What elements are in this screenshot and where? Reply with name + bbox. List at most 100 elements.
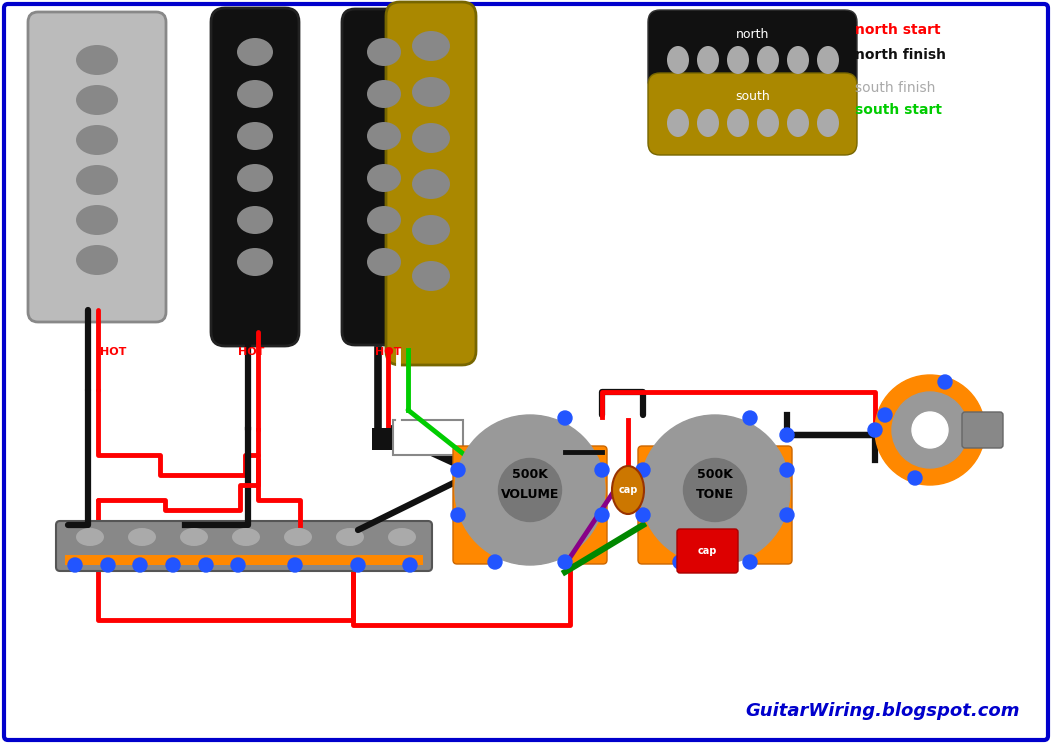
Ellipse shape [336,528,364,546]
Circle shape [636,508,650,522]
FancyBboxPatch shape [648,73,857,155]
Text: south finish: south finish [855,81,935,95]
FancyBboxPatch shape [638,446,682,564]
Ellipse shape [76,45,118,75]
Ellipse shape [757,109,778,137]
Ellipse shape [367,164,401,192]
Ellipse shape [787,109,809,137]
Ellipse shape [237,122,274,150]
Text: TONE: TONE [696,489,734,501]
Circle shape [743,555,757,569]
FancyBboxPatch shape [962,412,1003,448]
Ellipse shape [412,123,450,153]
Circle shape [231,558,245,572]
Ellipse shape [237,248,274,276]
Ellipse shape [412,77,450,107]
Text: VOLUME: VOLUME [501,489,560,501]
Circle shape [780,428,794,442]
Bar [65,555,423,565]
Ellipse shape [232,528,260,546]
Ellipse shape [237,80,274,108]
Circle shape [868,423,882,437]
Circle shape [595,508,609,522]
Ellipse shape [412,169,450,199]
Ellipse shape [727,109,749,137]
Circle shape [488,555,502,569]
Circle shape [743,411,757,425]
FancyBboxPatch shape [211,8,299,346]
Text: GuitarWiring.blogspot.com: GuitarWiring.blogspot.com [746,702,1020,720]
Circle shape [68,558,82,572]
Circle shape [351,558,365,572]
Ellipse shape [180,528,208,546]
Ellipse shape [697,46,719,74]
Ellipse shape [667,46,689,74]
FancyBboxPatch shape [342,9,426,345]
Text: HOT: HOT [100,347,126,357]
Circle shape [558,555,572,569]
Circle shape [912,412,948,448]
Text: north start: north start [855,23,940,37]
Circle shape [878,408,892,422]
Ellipse shape [76,245,118,275]
Circle shape [101,558,115,572]
Ellipse shape [817,109,839,137]
Ellipse shape [388,528,416,546]
Ellipse shape [237,164,274,192]
FancyBboxPatch shape [677,529,739,573]
Circle shape [640,415,790,565]
FancyBboxPatch shape [28,12,166,322]
Circle shape [288,558,302,572]
Circle shape [875,375,985,485]
FancyBboxPatch shape [56,521,432,571]
Circle shape [166,558,180,572]
Circle shape [595,463,609,477]
Ellipse shape [412,261,450,291]
Ellipse shape [76,165,118,195]
Ellipse shape [667,109,689,137]
Text: south: south [735,91,770,103]
Ellipse shape [367,122,401,150]
Ellipse shape [727,46,749,74]
Ellipse shape [76,205,118,235]
Ellipse shape [76,528,104,546]
Circle shape [456,415,605,565]
Ellipse shape [237,206,274,234]
Bar [372,428,392,450]
Ellipse shape [367,80,401,108]
Ellipse shape [412,215,450,245]
Ellipse shape [817,46,839,74]
Ellipse shape [76,85,118,115]
Circle shape [133,558,147,572]
Circle shape [558,411,572,425]
Circle shape [499,458,562,522]
Circle shape [403,558,417,572]
Circle shape [673,555,687,569]
Circle shape [636,463,650,477]
FancyBboxPatch shape [563,446,607,564]
Text: cap: cap [619,485,638,495]
Ellipse shape [612,466,644,514]
Text: cap: cap [697,546,716,556]
Circle shape [780,463,794,477]
Text: south start: south start [855,103,942,117]
Text: north: north [735,28,769,40]
Text: north finish: north finish [855,48,946,62]
Ellipse shape [367,206,401,234]
Circle shape [684,458,747,522]
Ellipse shape [284,528,312,546]
Circle shape [199,558,213,572]
Ellipse shape [412,31,450,61]
FancyBboxPatch shape [453,446,497,564]
Circle shape [938,375,952,389]
Ellipse shape [367,38,401,66]
Circle shape [451,508,465,522]
Circle shape [451,463,465,477]
Ellipse shape [787,46,809,74]
FancyBboxPatch shape [386,2,476,365]
FancyBboxPatch shape [748,446,792,564]
Ellipse shape [237,38,274,66]
Text: 500K: 500K [512,469,548,481]
Circle shape [892,392,968,468]
Text: HOT: HOT [375,347,402,357]
